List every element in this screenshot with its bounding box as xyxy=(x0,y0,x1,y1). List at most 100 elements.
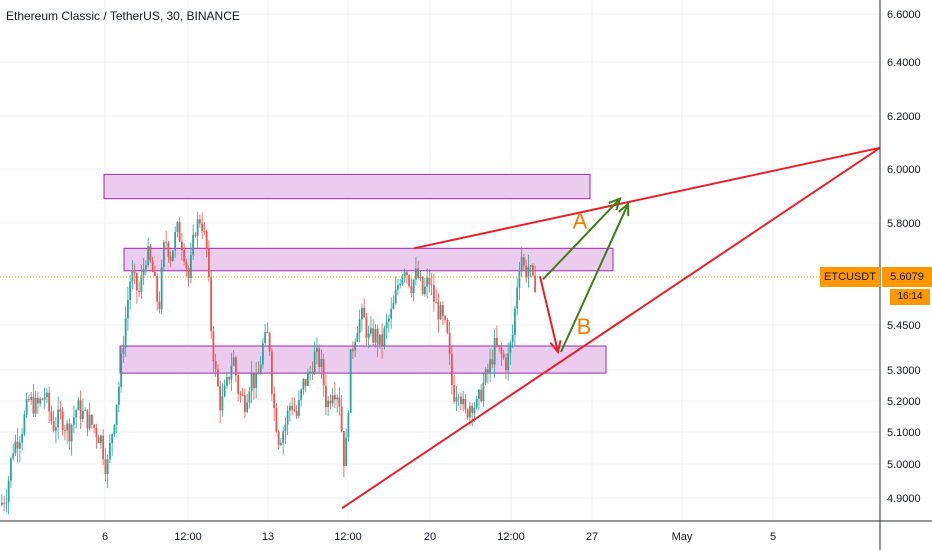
candle-body xyxy=(343,431,345,466)
candle-body xyxy=(104,459,107,474)
candle-body xyxy=(394,289,397,304)
candle-body xyxy=(28,399,30,400)
chart-title: Ethereum Classic / TetherUS, 30, BINANCE xyxy=(6,9,240,23)
candle-body xyxy=(187,268,190,279)
candle-body xyxy=(412,279,415,294)
candle-body xyxy=(365,317,368,338)
candle-body xyxy=(230,365,233,380)
candle-body xyxy=(255,373,258,389)
candle-body xyxy=(529,265,532,267)
trend-line xyxy=(413,146,881,250)
candle-body xyxy=(478,389,480,399)
candle-body xyxy=(149,246,152,261)
candle-body xyxy=(401,276,404,284)
candle-body xyxy=(70,424,73,442)
candle-body xyxy=(205,231,208,249)
candle-body xyxy=(316,348,318,352)
candle-body xyxy=(408,274,411,287)
candle-body xyxy=(122,347,125,354)
candle-body xyxy=(455,397,458,402)
candle-body xyxy=(223,385,226,397)
candle-body xyxy=(511,335,514,343)
candle-body xyxy=(185,261,188,269)
bar-countdown-badge: 16:14 xyxy=(890,289,930,305)
candle-body xyxy=(302,379,305,390)
candle-body xyxy=(309,371,312,373)
candle-body xyxy=(120,353,123,387)
candle-body xyxy=(174,232,177,251)
candle-body xyxy=(208,248,210,278)
support-resistance-zone xyxy=(103,173,591,200)
candle-body xyxy=(280,442,282,445)
candle-body xyxy=(295,410,298,416)
candle-body xyxy=(48,392,51,412)
candle-body xyxy=(39,398,42,404)
candle-body xyxy=(57,409,60,428)
candle-body xyxy=(289,405,291,411)
candle-body xyxy=(367,333,370,338)
candle-body xyxy=(163,242,165,268)
candle-body xyxy=(509,342,512,354)
candle-body xyxy=(361,307,363,320)
candle-body xyxy=(415,268,417,280)
candle-body xyxy=(228,377,231,380)
time-axis[interactable]: 6 12:00 13 12:00 20 12:00 27 May 5 xyxy=(102,531,776,543)
candle-body xyxy=(399,283,402,286)
candles-layer xyxy=(1,212,537,515)
time-tick: 12:00 xyxy=(174,531,202,543)
candle-body xyxy=(446,319,449,333)
candle-body xyxy=(212,331,215,362)
candle-body xyxy=(111,434,114,444)
candle-body xyxy=(286,410,289,425)
support-resistance-zone xyxy=(119,345,607,374)
candle-body xyxy=(181,241,183,251)
candle-body xyxy=(464,398,467,410)
candle-body xyxy=(165,242,168,244)
candle-body xyxy=(19,442,21,449)
candle-body xyxy=(50,411,53,422)
candle-body xyxy=(241,394,244,396)
candle-body xyxy=(41,398,44,400)
projection-arrow-head xyxy=(608,197,622,211)
candle-body xyxy=(169,256,172,261)
candle-body xyxy=(372,328,375,343)
candle-body xyxy=(196,219,199,236)
candle-body xyxy=(406,272,408,275)
candle-body xyxy=(136,273,138,291)
candle-body xyxy=(498,345,501,348)
candle-body xyxy=(437,301,440,320)
candle-body xyxy=(442,305,444,316)
candle-body xyxy=(439,305,442,320)
candle-body xyxy=(527,266,530,278)
candle-body xyxy=(325,385,327,408)
scenario-label: B xyxy=(577,314,592,339)
candle-body xyxy=(482,382,485,402)
candle-body xyxy=(320,358,323,368)
candle-body xyxy=(190,254,192,279)
candle-body xyxy=(428,277,431,285)
candle-body xyxy=(167,242,170,257)
candle-body xyxy=(390,308,393,319)
last-price-badge: 5.6079 xyxy=(882,267,932,287)
candle-body xyxy=(304,379,307,386)
candle-body xyxy=(271,351,273,394)
candle-body xyxy=(178,222,181,242)
price-tick: 5.0000 xyxy=(887,459,921,471)
candle-body xyxy=(392,303,395,309)
candle-body xyxy=(370,328,372,334)
candle-body xyxy=(379,334,381,345)
price-axis[interactable]: 6.6000 6.4000 6.2000 6.0000 5.8000 5.450… xyxy=(887,9,921,505)
candle-body xyxy=(246,402,249,412)
candle-body xyxy=(500,347,503,355)
candle-body xyxy=(338,397,341,407)
candle-body xyxy=(430,284,433,286)
candle-body xyxy=(192,234,195,255)
candle-body xyxy=(133,271,136,274)
candle-body xyxy=(100,435,102,443)
projection-arrow-line xyxy=(539,276,559,353)
projection-arrow-head xyxy=(618,202,630,217)
candle-body xyxy=(313,351,316,375)
candle-body xyxy=(352,349,354,351)
candle-body xyxy=(210,277,213,332)
